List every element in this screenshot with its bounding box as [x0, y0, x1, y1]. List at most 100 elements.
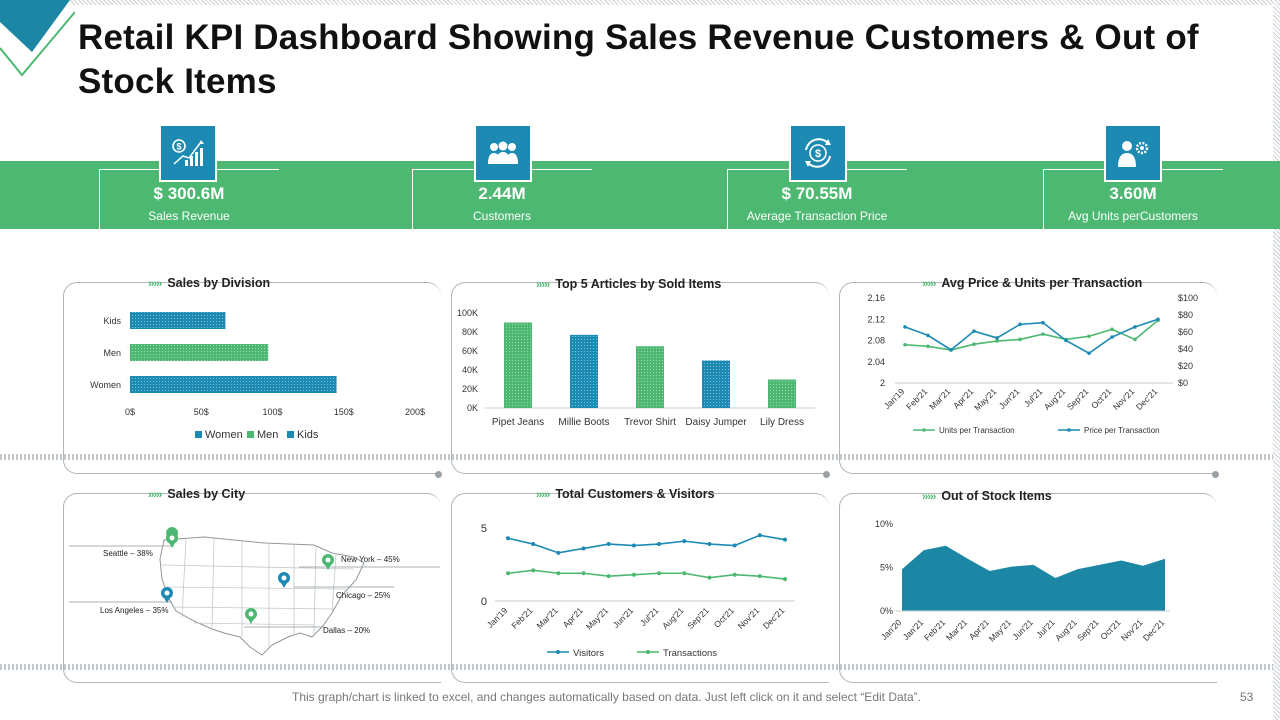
x-tick-label: Sep'21 — [1075, 617, 1101, 643]
x-tick-label: Jan'19 — [485, 605, 510, 630]
x-tick-label: Aug'21 — [660, 605, 686, 631]
x-tick-label: Aug'21 — [1053, 617, 1079, 643]
legend-label: Visitors — [573, 648, 604, 659]
bar-pipet-jeans — [504, 322, 532, 408]
kpi-label-avg-units: Avg Units perCustomers — [1068, 209, 1198, 223]
y-tick-label: 5 — [481, 523, 487, 535]
panel-title-text: Avg Price & Units per Transaction — [941, 276, 1143, 290]
data-point — [581, 571, 586, 576]
kpi-value-avg-units: 3.60M — [1109, 184, 1157, 203]
data-point — [506, 571, 510, 576]
city-label-dallas: Dallas – 20% — [323, 626, 371, 635]
kpi-label-avg-transaction-price: Average Transaction Price — [746, 209, 888, 223]
page-number: 53 — [1240, 690, 1254, 704]
x-tick-label: Feb'21 — [509, 605, 534, 630]
category-label: Trevor Shirt — [624, 417, 676, 428]
legend-label: Men — [257, 429, 278, 441]
x-tick-label: 150$ — [334, 407, 354, 417]
panel-dot — [1212, 471, 1219, 478]
data-point — [1133, 337, 1137, 342]
data-point — [926, 333, 930, 338]
x-tick-label: Jan'20 — [879, 617, 904, 642]
y-tick-label: 5% — [880, 563, 893, 573]
y-tick-label: 100K — [457, 308, 478, 318]
data-point — [556, 571, 561, 576]
x-tick-label: Sep'21 — [1065, 386, 1091, 412]
y-tick-label-right: $60 — [1178, 327, 1193, 337]
series-line — [507, 569, 786, 580]
legend-swatch — [247, 431, 254, 438]
series-line — [507, 534, 786, 554]
data-point — [995, 339, 999, 343]
legend-marker — [922, 428, 926, 432]
data-point — [732, 543, 737, 548]
chevrons-icon: ››››› — [148, 489, 162, 501]
panel-title-text: Total Customers & Visitors — [555, 487, 715, 501]
legend-marker — [646, 650, 650, 654]
data-point — [783, 537, 787, 542]
data-point — [995, 336, 999, 340]
dotted-separator-bottom — [0, 664, 1273, 670]
panel-sales-by-division — [63, 282, 441, 474]
data-point — [903, 342, 907, 347]
x-tick-label: Mar'21 — [944, 617, 969, 642]
category-label: Millie Boots — [558, 417, 609, 428]
data-point — [606, 574, 611, 579]
panel-total-customers — [451, 493, 829, 683]
x-tick-label: Jun'21 — [997, 386, 1022, 411]
y-tick-label: 60K — [462, 346, 478, 356]
data-point — [757, 533, 762, 538]
data-point — [707, 575, 712, 580]
y-tick-label: 40K — [462, 365, 478, 375]
chevrons-icon: ››››› — [536, 279, 550, 291]
y-tick-label-left: 2 — [880, 378, 885, 388]
y-tick-label-right: $40 — [1178, 344, 1193, 354]
x-tick-label: Oct'21 — [1098, 617, 1122, 641]
panel-title-stock: ››››› Out of Stock Items — [922, 489, 1052, 503]
bar-kids — [130, 312, 226, 329]
data-point — [1133, 325, 1137, 329]
people-group-icon — [474, 124, 532, 182]
x-tick-label: Nov'21 — [1111, 386, 1137, 412]
y-tick-label: 0 — [481, 596, 487, 608]
data-point — [1110, 327, 1114, 332]
series-line — [904, 319, 1159, 351]
panel-title-text: Sales by Division — [167, 276, 271, 290]
x-tick-label: Dec'21 — [1141, 617, 1167, 643]
x-tick-label: May'21 — [584, 605, 610, 631]
dollar-cycle-icon: $ — [789, 124, 847, 182]
data-point — [707, 542, 712, 547]
chart-out-of-stock: 0%5%10%Jan'20Jan'21Feb'21Mar'21Apr'21May… — [875, 519, 1170, 644]
chevrons-icon: ››››› — [922, 278, 936, 290]
x-tick-label: Dec'21 — [761, 605, 787, 631]
x-tick-label: Oct'21 — [1089, 386, 1113, 410]
y-tick-label: 80K — [462, 327, 478, 337]
x-tick-label: May'21 — [972, 386, 998, 412]
page-title: Retail KPI Dashboard Showing Sales Reven… — [78, 18, 1199, 101]
data-point — [581, 546, 586, 551]
legend-label: Units per Transaction — [939, 426, 1015, 435]
y-tick-label: 0K — [467, 403, 478, 413]
data-point — [606, 542, 611, 547]
category-label: Kids — [103, 316, 121, 326]
kpi-label-customers: Customers — [472, 209, 531, 223]
x-tick-label: Sep'21 — [685, 605, 711, 631]
data-point — [1110, 335, 1114, 339]
category-label: Women — [90, 380, 121, 390]
y-tick-label-left: 2.12 — [867, 314, 885, 324]
data-point — [1064, 338, 1068, 343]
category-label: Men — [103, 348, 121, 358]
x-tick-label: Jul'21 — [638, 605, 661, 628]
bar-millie-boots — [570, 334, 598, 408]
category-label: Daisy Jumper — [685, 417, 747, 428]
panel-out-of-stock — [839, 493, 1217, 683]
user-gear-icon — [1104, 124, 1162, 182]
legend-marker — [1067, 428, 1071, 432]
x-tick-label: Jun'21 — [611, 605, 636, 630]
y-tick-label-right: $0 — [1178, 378, 1188, 388]
data-point — [757, 574, 762, 579]
dollar-growth-icon: $ — [159, 124, 217, 182]
panel-avg-price — [839, 282, 1217, 474]
legend-swatch — [287, 431, 294, 438]
